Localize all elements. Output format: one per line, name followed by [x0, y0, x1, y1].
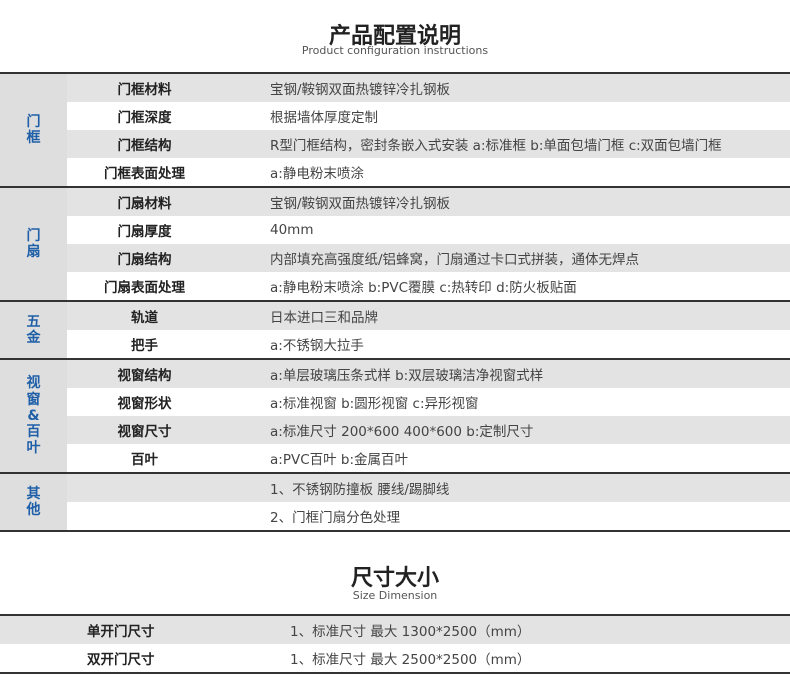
table-row: 视窗尺寸 a:标准尺寸 200*600 400*600 b:定制尺寸	[0, 416, 790, 444]
row-label: 门框深度	[67, 102, 222, 130]
size-section-title: 尺寸大小	[350, 566, 439, 591]
row-value: 根据墙体厚度定制	[222, 102, 790, 130]
section-title: 产品配置说明	[328, 24, 461, 49]
spacer-cell	[0, 615, 67, 644]
row-value: 2、门框门扇分色处理	[222, 502, 790, 531]
row-value: a:静电粉末喷涂	[222, 158, 790, 187]
row-value: 日本进口三和品牌	[222, 301, 790, 330]
table-row: 门框深度 根据墙体厚度定制	[0, 102, 790, 130]
table-row: 视窗&百叶 视窗结构 a:单层玻璃压条式样 b:双层玻璃洁净视窗式样	[0, 359, 790, 473]
group-label: 门框	[0, 73, 67, 187]
row-label: 门框表面处理	[67, 158, 222, 187]
config-table: 门框 门框材料 宝钢/鞍钢双面热镀锌冷扎钢板 门框深度 根据墙体厚度定制 门框结构 R型…	[0, 72, 790, 532]
row-label: 视窗结构	[67, 359, 222, 388]
table-row: 视窗形状 a:标准视窗 b:圆形视窗 c:异形视窗	[0, 388, 790, 416]
row-value: 40mm	[222, 216, 790, 244]
group-label: 门扇	[0, 187, 67, 301]
row-label: 视窗尺寸	[67, 416, 222, 444]
table-row: 门扇厚度 40mm	[0, 216, 790, 244]
group-window-louver: 视窗&百叶 视窗结构 a:单层玻璃压条式样 b:双层玻璃洁净视窗式样 视窗形状 a:标…	[0, 359, 790, 473]
group-label: 其他	[0, 473, 67, 531]
row-value: 宝钢/鞍钢双面热镀锌冷扎钢板	[222, 73, 790, 102]
table-row: 门扇 门扇材料 宝钢/鞍钢双面热镀锌冷扎钢板	[0, 187, 790, 301]
row-value: 宝钢/鞍钢双面热镀锌冷扎钢板	[222, 187, 790, 216]
table-row: 单开门尺寸 1、标准尺寸 最大 1300*2500（mm）	[0, 615, 790, 644]
group-other: 其他 1、不锈钢防撞板 腰线/踢脚线 2、门框门扇分色处理	[0, 473, 790, 531]
row-label: 门扇材料	[67, 187, 222, 216]
group-hardware: 五金 轨道 日本进口三和品牌 把手 a:不锈钢大拉手	[0, 301, 790, 359]
row-value: a:PVC百叶 b:金属百叶	[222, 444, 790, 473]
row-label	[67, 502, 222, 531]
row-label: 视窗形状	[67, 388, 222, 416]
row-label: 双开门尺寸	[67, 644, 242, 673]
group-label: 五金	[0, 301, 67, 359]
group-label: 视窗&百叶	[0, 359, 67, 473]
spacer-cell	[0, 644, 67, 673]
table-row: 门框 门框材料 宝钢/鞍钢双面热镀锌冷扎钢板	[0, 73, 790, 187]
row-value: 1、标准尺寸 最大 1300*2500（mm）	[242, 615, 790, 644]
row-value: 1、标准尺寸 最大 2500*2500（mm）	[242, 644, 790, 673]
row-label: 门扇结构	[67, 244, 222, 272]
group-door-frame: 门框 门框材料 宝钢/鞍钢双面热镀锌冷扎钢板 门框深度 根据墙体厚度定制 门框结构 R型…	[0, 73, 790, 187]
group-door-leaf: 门扇 门扇材料 宝钢/鞍钢双面热镀锌冷扎钢板 门扇厚度 40mm 门扇结构 内部填充高强…	[0, 187, 790, 301]
row-label: 百叶	[67, 444, 222, 473]
table-row: 把手 a:不锈钢大拉手	[0, 330, 790, 359]
table-row: 门框表面处理 a:静电粉末喷涂	[0, 158, 790, 187]
row-value: 1、不锈钢防撞板 腰线/踢脚线	[222, 473, 790, 502]
row-label: 门扇表面处理	[67, 272, 222, 301]
table-row: 门扇结构 内部填充高强度纸/铝蜂窝，门扇通过卡口式拼装，通体无焊点	[0, 244, 790, 272]
row-value: a:不锈钢大拉手	[222, 330, 790, 359]
size-table: 单开门尺寸 1、标准尺寸 最大 1300*2500（mm） 双开门尺寸 1、标准尺寸…	[0, 614, 790, 674]
table-row: 双开门尺寸 1、标准尺寸 最大 2500*2500（mm）	[0, 644, 790, 673]
row-label: 门框结构	[67, 130, 222, 158]
section-subtitle: Product configuration instructions	[301, 44, 489, 57]
table-row: 门扇表面处理 a:静电粉末喷涂 b:PVC覆膜 c:热转印 d:防火板贴面	[0, 272, 790, 301]
row-value: 内部填充高强度纸/铝蜂窝，门扇通过卡口式拼装，通体无焊点	[222, 244, 790, 272]
row-label: 门框材料	[67, 73, 222, 102]
row-label: 轨道	[67, 301, 222, 330]
table-row: 五金 轨道 日本进口三和品牌	[0, 301, 790, 359]
row-value: a:标准视窗 b:圆形视窗 c:异形视窗	[222, 388, 790, 416]
table-row: 2、门框门扇分色处理	[0, 502, 790, 531]
table-row: 门框结构 R型门框结构，密封条嵌入式安装 a:标准框 b:单面包墙门框 c:双面包…	[0, 130, 790, 158]
row-value: a:静电粉末喷涂 b:PVC覆膜 c:热转印 d:防火板贴面	[222, 272, 790, 301]
row-label: 单开门尺寸	[67, 615, 242, 644]
row-value: a:标准尺寸 200*600 400*600 b:定制尺寸	[222, 416, 790, 444]
row-label	[67, 473, 222, 502]
table-row: 其他 1、不锈钢防撞板 腰线/踢脚线	[0, 473, 790, 531]
row-value: R型门框结构，密封条嵌入式安装 a:标准框 b:单面包墙门框 c:双面包墙门框	[222, 130, 790, 158]
table-row: 百叶 a:PVC百叶 b:金属百叶	[0, 444, 790, 473]
row-label: 门扇厚度	[67, 216, 222, 244]
row-value: a:单层玻璃压条式样 b:双层玻璃洁净视窗式样	[222, 359, 790, 388]
row-label: 把手	[67, 330, 222, 359]
size-section-subtitle: Size Dimension	[352, 589, 438, 602]
